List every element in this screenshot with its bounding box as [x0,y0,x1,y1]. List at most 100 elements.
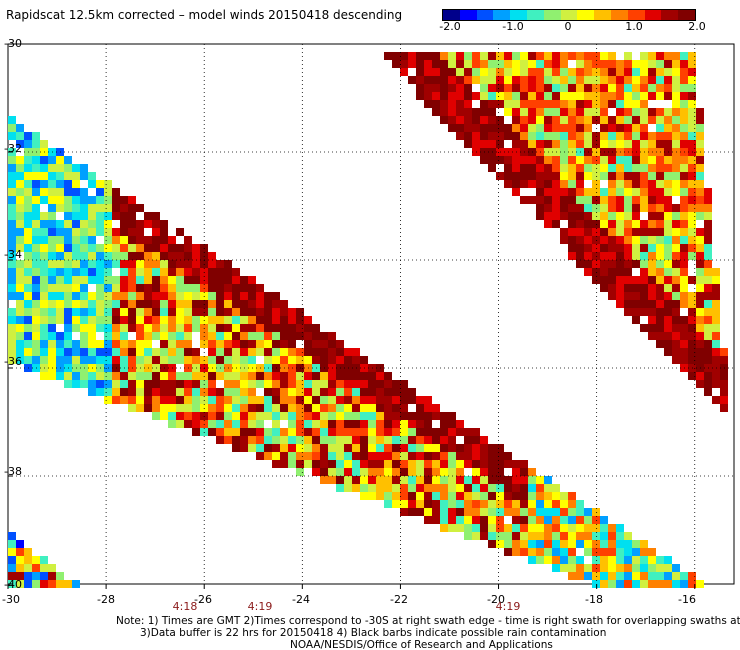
data-cell [440,476,448,484]
data-cell [600,268,608,276]
data-cell [296,412,304,420]
data-cell [536,212,544,220]
data-cell [520,468,528,476]
data-cell [688,212,696,220]
data-cell [336,452,344,460]
colorbar-segment [459,10,477,20]
data-cell [48,236,56,244]
data-cell [472,516,480,524]
data-cell [144,292,152,300]
data-cell [40,356,48,364]
data-cell [320,444,328,452]
data-cell [376,372,384,380]
data-cell [216,292,224,300]
data-cell [536,484,544,492]
data-cell [320,356,328,364]
data-cell [72,284,80,292]
data-cell [528,140,536,148]
data-cell [56,228,64,236]
data-cell [608,540,616,548]
data-cell [656,172,664,180]
data-cell [120,212,128,220]
data-cell [472,140,480,148]
data-cell [416,404,424,412]
data-cell [496,116,504,124]
data-cell [176,420,184,428]
data-cell [648,324,656,332]
data-cell [32,172,40,180]
data-cell [40,276,48,284]
data-cell [88,356,96,364]
data-cell [24,348,32,356]
data-cell [192,348,200,356]
data-cell [672,172,680,180]
data-cell [288,404,296,412]
data-cell [472,452,480,460]
data-cell [624,140,632,148]
data-cell [120,300,128,308]
data-cell [584,132,592,140]
data-cell [368,420,376,428]
data-cell [232,436,240,444]
data-cell [168,308,176,316]
data-cell [456,100,464,108]
data-cell [632,300,640,308]
data-cell [584,260,592,268]
data-cell [208,300,216,308]
data-cell [544,476,552,484]
data-cell [8,212,16,220]
data-cell [504,180,512,188]
data-cell [464,508,472,516]
data-cell [464,428,472,436]
data-cell [240,300,248,308]
data-cell [512,532,520,540]
data-cell [416,484,424,492]
data-cell [464,132,472,140]
data-cell [640,580,648,588]
lat-label-32: -32 [4,142,22,155]
data-cell [704,228,712,236]
data-cell [520,60,528,68]
data-cell [24,236,32,244]
data-cell [40,236,48,244]
data-cell [152,332,160,340]
data-cell [408,60,416,68]
data-cell [416,396,424,404]
data-cell [688,276,696,284]
data-cell [32,356,40,364]
data-cell [168,300,176,308]
data-cell [440,92,448,100]
data-cell [664,204,672,212]
colorbar-segment [543,10,561,20]
data-cell [664,220,672,228]
data-cell [608,188,616,196]
data-cell [488,92,496,100]
data-cell [568,180,576,188]
data-cell [64,196,72,204]
data-cell [608,116,616,124]
data-cell [64,324,72,332]
data-cell [584,524,592,532]
data-cell [456,420,464,428]
data-cell [96,212,104,220]
data-cell [720,380,728,388]
data-cell [512,92,520,100]
data-cell [536,140,544,148]
data-cell [8,204,16,212]
data-cell [608,204,616,212]
data-cell [144,252,152,260]
data-cell [80,228,88,236]
data-cell [536,108,544,116]
data-cell [344,396,352,404]
data-cell [48,372,56,380]
data-cell [48,204,56,212]
data-cell [640,188,648,196]
data-cell [152,308,160,316]
data-cell [688,332,696,340]
data-cell [168,372,176,380]
data-cell [640,556,648,564]
data-cell [376,412,384,420]
data-cell [8,132,16,140]
data-cell [32,252,40,260]
data-cell [568,500,576,508]
